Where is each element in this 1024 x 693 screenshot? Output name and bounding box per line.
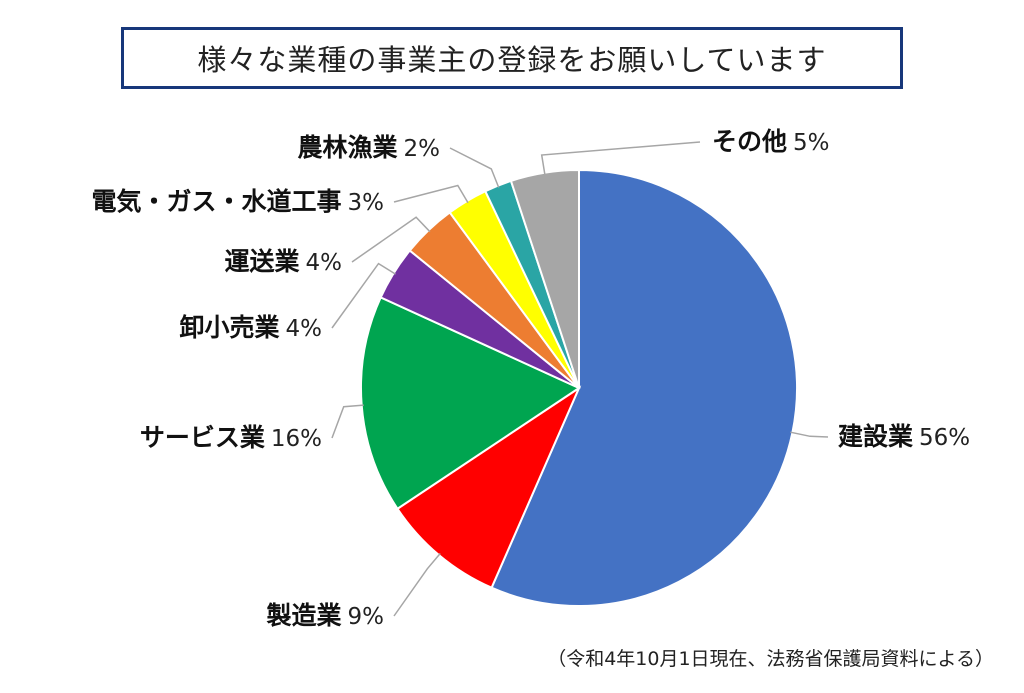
leader-line-7 bbox=[449, 147, 500, 188]
pie-slices bbox=[360, 168, 798, 607]
slice-label-percent: 4% bbox=[286, 316, 323, 342]
slice-label-name: 運送業 bbox=[224, 247, 299, 276]
leader-line-1 bbox=[790, 431, 829, 438]
slice-label-name: 卸小売業 bbox=[179, 313, 279, 342]
slice-label-name: 電気・ガス・水道工事 bbox=[91, 187, 341, 216]
slice-label-percent: 5% bbox=[793, 130, 830, 156]
slice-label-name: 建設業 bbox=[838, 422, 913, 451]
leader-line-6 bbox=[393, 184, 469, 204]
source-note: （令和4年10月1日現在、法務省保護局資料による） bbox=[547, 648, 994, 670]
slice-label-percent: 16% bbox=[271, 426, 322, 452]
leader-lines bbox=[331, 141, 829, 617]
leader-line-3 bbox=[331, 404, 364, 439]
slice-label-name: サービス業 bbox=[140, 423, 265, 452]
slice-label-name: 製造業 bbox=[265, 601, 341, 630]
slice-labels: 建設業 56% 製造業 9% サービス業 16% 卸小売業 4% 運送業 4% 電気・ガス・水道工事… bbox=[91, 127, 970, 630]
slice-label-1: 建設業 56% bbox=[838, 422, 970, 451]
slice-label-percent: 4% bbox=[306, 250, 343, 276]
slice-label-percent: 9% bbox=[348, 604, 385, 630]
slice-label-name: その他 bbox=[712, 127, 787, 156]
slice-label-3: サービス業 16% bbox=[140, 423, 322, 452]
slice-label-4: 卸小売業 4% bbox=[179, 313, 322, 342]
slice-label-7: 農林漁業 2% bbox=[297, 133, 440, 162]
leader-line-8 bbox=[540, 141, 701, 175]
slice-label-2: 製造業 9% bbox=[265, 601, 384, 630]
slice-label-percent: 56% bbox=[919, 425, 970, 451]
leader-line-5 bbox=[351, 216, 431, 263]
slice-label-8: その他 5% bbox=[712, 127, 830, 156]
slice-label-5: 運送業 4% bbox=[224, 247, 342, 276]
leader-line-4 bbox=[331, 262, 396, 329]
chart-title: 様々な業種の事業主の登録をお願いしています bbox=[121, 27, 903, 89]
slice-label-name: 農林漁業 bbox=[297, 133, 397, 162]
slice-label-percent: 3% bbox=[348, 190, 385, 216]
leader-line-2 bbox=[393, 553, 441, 617]
slice-label-6: 電気・ガス・水道工事 3% bbox=[91, 187, 384, 216]
slice-label-percent: 2% bbox=[404, 136, 441, 162]
